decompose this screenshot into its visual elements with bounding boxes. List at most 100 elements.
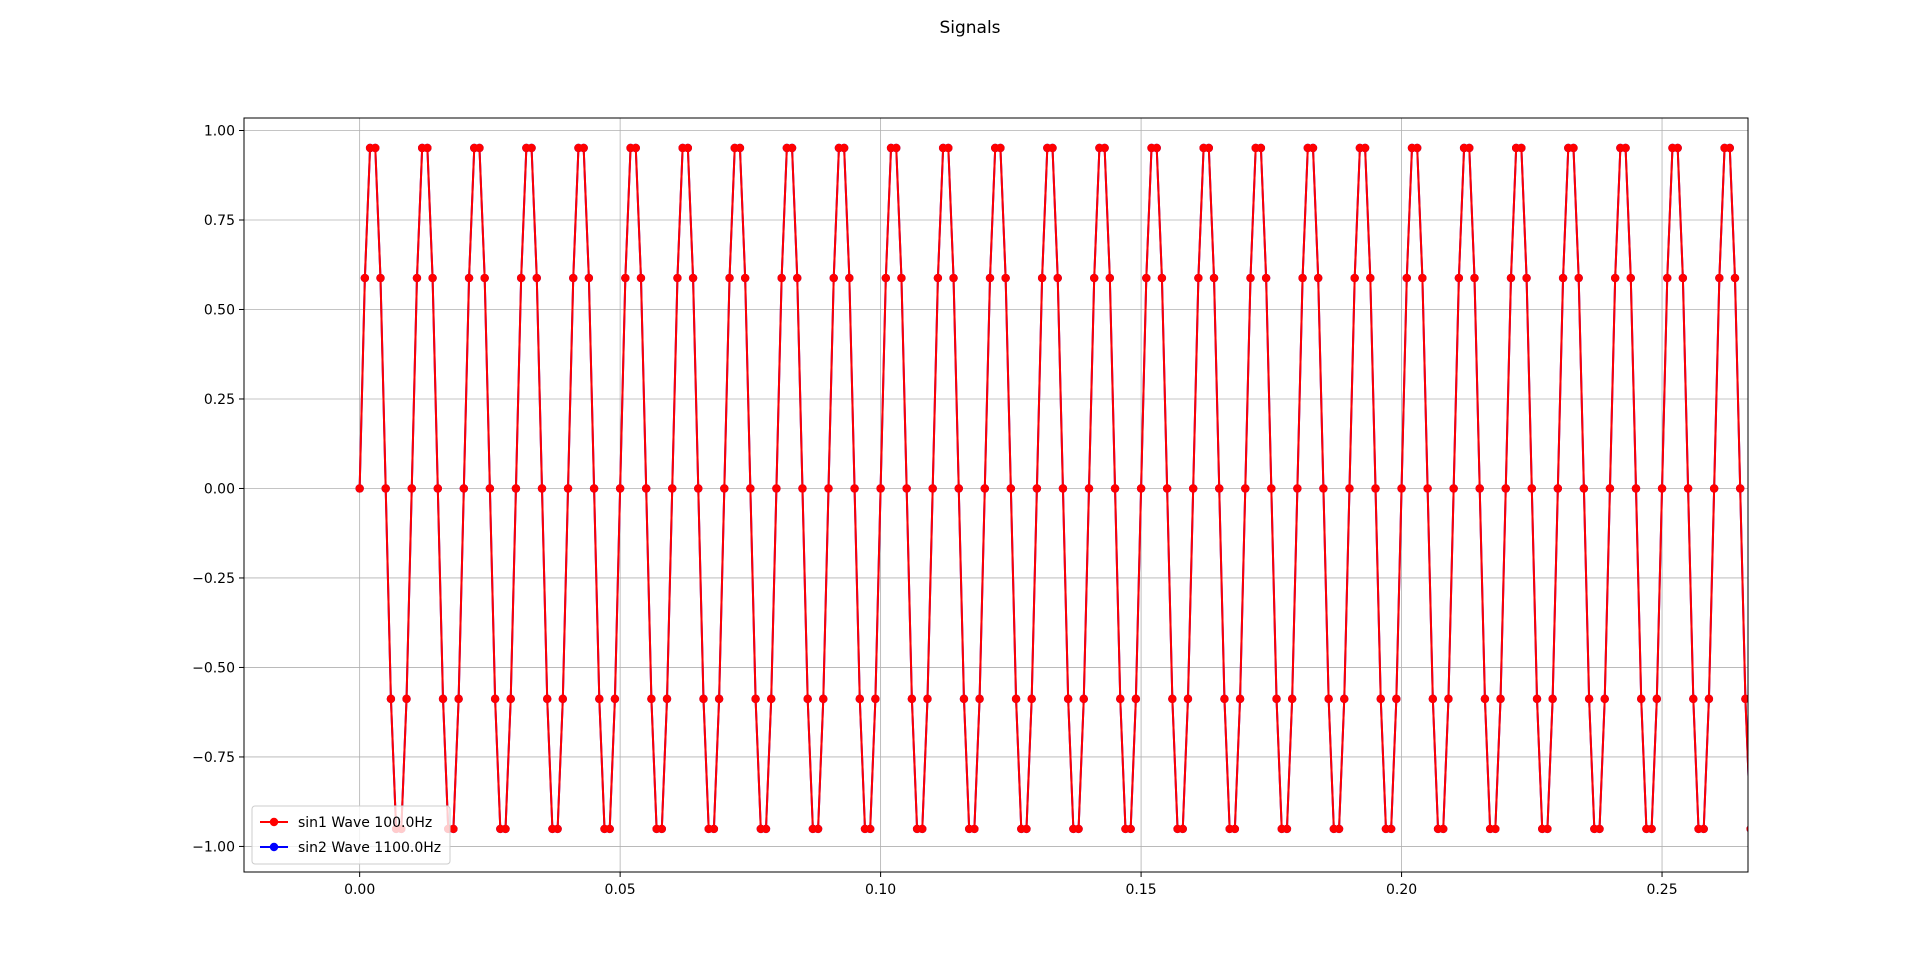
data-point [1522,273,1531,283]
data-point [1553,484,1563,493]
data-point [694,484,703,493]
data-point [1110,484,1120,493]
data-point [761,824,771,834]
data-point [985,273,995,283]
data-point [621,273,630,283]
data-point [1319,484,1328,493]
x-axis: 0.00 0.05 0.10 0.15 0.20 0.25 [344,872,1678,898]
data-point [1340,694,1349,704]
data-point [1152,143,1161,153]
data-point [1584,694,1594,704]
x-tick-label: 0.10 [865,882,896,898]
data-point [381,484,390,493]
y-tick-label: 0.00 [204,481,235,497]
data-point [1022,824,1031,834]
data-point [751,694,760,704]
data-point [740,273,750,283]
legend-label: sin2 Wave 1100.0Hz [298,840,441,856]
data-point [449,824,458,834]
data-point [563,484,573,493]
data-point [1314,273,1323,283]
data-point [824,484,833,493]
data-point [1506,273,1516,283]
data-point [1428,694,1438,704]
x-tick-label: 0.00 [344,882,375,898]
data-point [662,694,672,704]
y-tick-label: 0.50 [204,302,235,318]
data-point [1480,694,1490,704]
data-point [1397,484,1406,493]
data-point [501,824,510,834]
data-point [1501,484,1510,493]
data-point [907,694,917,704]
data-point [595,694,604,704]
data-point [1730,273,1740,283]
data-point [1006,484,1016,493]
data-point [1100,143,1109,153]
data-point [1136,484,1146,493]
data-point [1439,824,1448,834]
data-point [839,143,849,153]
data-point [1350,273,1359,283]
data-point [1360,143,1370,153]
data-point [1689,694,1698,704]
data-point [980,484,989,493]
data-point [933,273,943,283]
x-tick-label: 0.05 [605,882,636,898]
data-point [1142,273,1151,283]
data-point [1105,273,1115,283]
data-point [610,694,620,704]
data-point [532,273,541,283]
y-axis: 1.00 0.75 0.50 0.25 0.00 −0.25 −0.50 −0.75 −1.00 [192,123,244,855]
data-point [1293,484,1302,493]
data-point [1709,484,1719,493]
data-point [1126,824,1135,834]
data-point [1298,273,1307,283]
data-point [688,273,698,283]
data-point [1610,273,1620,283]
data-point [1517,143,1526,153]
data-point [892,143,901,153]
data-point [1241,484,1250,493]
data-point [1209,273,1219,283]
data-point [865,824,875,834]
data-point [490,694,500,704]
data-point [1220,694,1229,704]
data-point [1345,484,1354,493]
data-point [1402,273,1411,283]
y-tick-label: 0.75 [204,213,235,229]
data-point [1204,143,1214,153]
data-point [454,694,463,704]
data-point [902,484,911,493]
data-point [402,694,411,704]
data-point [1287,694,1297,704]
data-point [1032,484,1042,493]
data-point [1261,273,1271,283]
data-point [1001,273,1010,283]
data-point [647,694,656,704]
data-point [1412,143,1422,153]
data-point [928,484,937,493]
data-point [1475,484,1484,493]
data-point [459,484,469,493]
data-point [1366,273,1375,283]
data-point [1657,484,1667,493]
data-point [641,484,651,493]
data-point [699,694,708,704]
x-tick-label: 0.25 [1646,882,1677,898]
data-point [1334,824,1344,834]
data-point [569,273,578,283]
data-point [798,484,807,493]
data-point [1246,273,1255,283]
data-point [589,484,599,493]
data-point [1162,484,1172,493]
data-point [772,484,781,493]
data-point [1543,824,1552,834]
data-point [1532,694,1542,704]
data-point [787,143,797,153]
data-point [714,694,724,704]
data-point [428,273,437,283]
data-point [1157,273,1167,283]
data-point [735,143,745,153]
